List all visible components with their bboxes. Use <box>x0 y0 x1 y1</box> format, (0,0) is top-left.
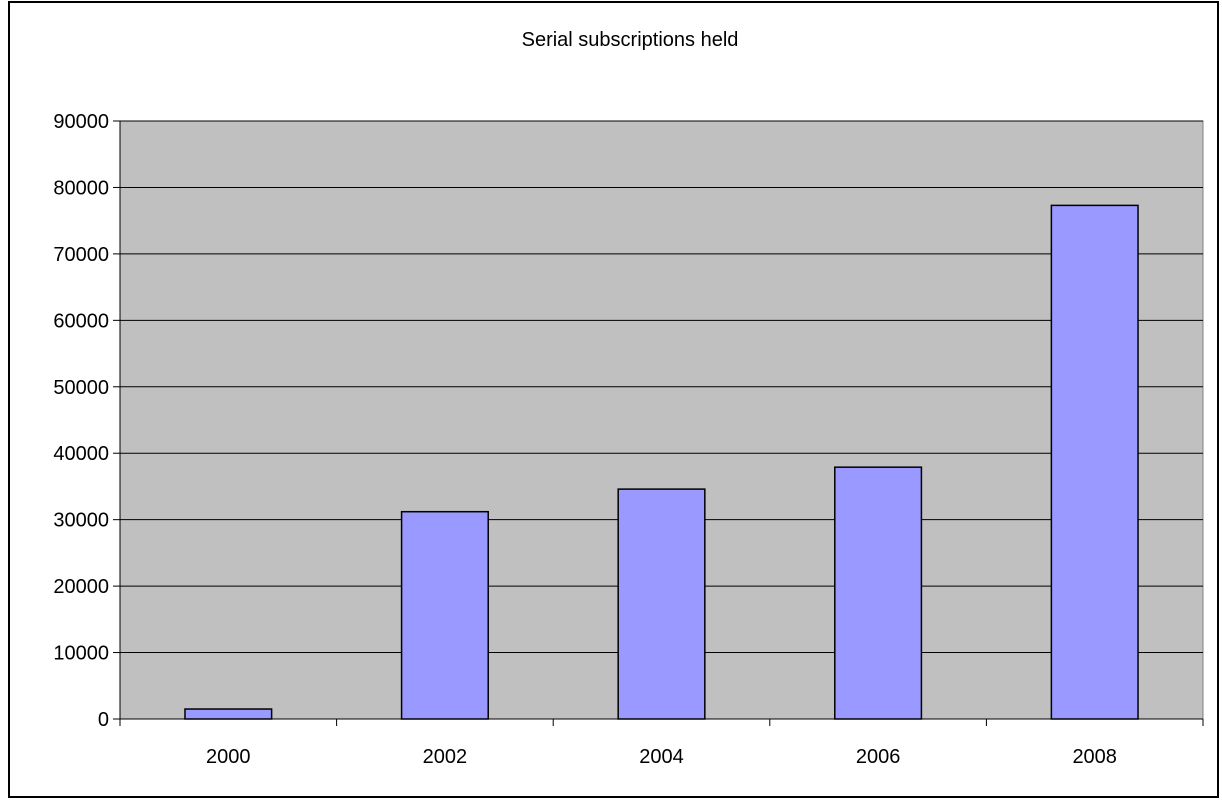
y-tick-label: 0 <box>98 709 109 731</box>
bar-2008 <box>1050 204 1139 720</box>
axes <box>119 121 1203 720</box>
y-tick-label: 40000 <box>53 443 109 465</box>
y-tick-label: 20000 <box>53 576 109 598</box>
x-tick-label: 2004 <box>639 746 684 768</box>
x-tick-label: 2002 <box>423 746 468 768</box>
y-tick-label: 10000 <box>53 643 109 665</box>
y-tick-labels: 0 10000 20000 30000 40000 50000 60000 70000 8000… <box>53 111 109 731</box>
y-tick-label: 50000 <box>53 377 109 399</box>
bar-2002 <box>400 510 489 720</box>
bar-2000 <box>184 708 273 720</box>
x-tick-label: 2000 <box>206 746 251 768</box>
bars <box>184 204 1139 720</box>
y-tick-label: 60000 <box>53 310 109 332</box>
y-tick-label: 80000 <box>53 177 109 199</box>
x-tick-label: 2008 <box>1072 746 1117 768</box>
y-tick-label: 70000 <box>53 244 109 266</box>
bar-2004 <box>617 488 706 720</box>
chart-title: Serial subscriptions held <box>522 29 739 51</box>
y-tick-label: 30000 <box>53 510 109 532</box>
x-tick-label: 2006 <box>856 746 901 768</box>
x-tick-labels: 2000 2002 2004 2006 2008 <box>119 719 1204 768</box>
bar-2006 <box>834 466 923 720</box>
y-tick-label: 90000 <box>53 111 109 133</box>
